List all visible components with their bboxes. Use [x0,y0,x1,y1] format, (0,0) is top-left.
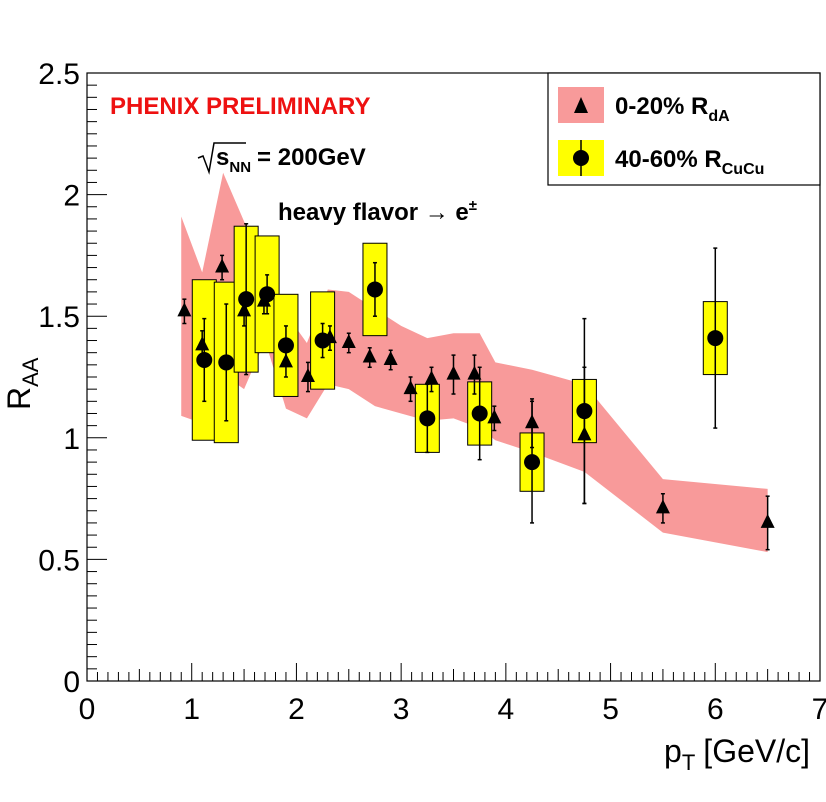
cucu-circle-point [366,281,383,298]
rda-triangle-point [487,409,502,424]
rda-triangle-point [467,365,482,380]
x-axis-label-unit: [GeV/c] [703,733,810,769]
cucu-circle-point [238,291,255,308]
rda-triangle-point [446,365,461,380]
rda-triangle-point [383,350,398,365]
rda-triangle-point [403,380,418,395]
legend-circle-marker [573,150,589,166]
legend-cucu-label: 40-60% R [615,146,722,173]
x-tick-label: 3 [393,693,410,726]
rda-triangle-point [215,258,230,273]
cucu-circle-point [314,332,331,349]
phenix-preliminary-label: PHENIX PRELIMINARY [110,93,370,120]
legend-triangle-marker [574,97,588,113]
process-main: heavy flavor → e [278,199,469,226]
x-axis-label: p [664,733,682,769]
axis-tick-labels: 0 1 2 3 4 5 6 7 0 0.5 1 1.5 2 2.5 [38,58,826,726]
cucu-circle-point [259,286,276,303]
x-axis-label-sub: T [682,750,695,775]
legend-entry-rda: 0-20% RdA [615,93,730,125]
cucu-circle-point [277,337,294,354]
rda-triangle-point [525,414,540,429]
legend-entry-cucu: 40-60% RCuCu [615,146,764,178]
cucu-circle-point [524,454,541,471]
legend-cucu-sub: CuCu [722,161,765,178]
x-tick-label: 6 [707,693,724,726]
x-tick-label: 5 [602,693,619,726]
y-tick-label: 2 [63,180,80,213]
cucu-circle-point [576,403,593,420]
rda-triangle-point [424,370,439,385]
cucu-circle-point [707,330,724,347]
legend-rda-label: 0-20% R [615,93,708,120]
rda-triangle-point [760,513,775,528]
marker-layer [177,258,775,528]
legend-rda-sub: dA [708,108,730,125]
x-axis-title: pT [GeV/c] [664,733,810,775]
x-tick-label: 0 [79,693,96,726]
rda-triangle-point [362,348,377,363]
rda-triangle-point [177,302,192,317]
rda-triangle-point [237,302,252,317]
rda-triangle-point [577,426,592,441]
cucu-circle-point [196,351,213,368]
process-sup: ± [469,197,477,214]
y-tick-label: 1 [63,423,80,456]
cucu-circle-point [471,405,488,422]
y-tick-label: 1.5 [38,301,80,334]
rda-triangle-point [341,333,356,348]
cucu-circle-point [218,354,235,371]
rda-triangle-point [278,353,293,368]
rda-triangle-point [655,499,670,514]
sqrt-s-value: = 200GeV [257,144,366,171]
rda-triangle-point [195,336,210,351]
rda-triangle-point [300,368,315,382]
sqrt-s-main: s [216,144,229,171]
legend: 0-20% RdA 40-60% RCuCu [547,72,821,186]
process-label: heavy flavor → e± [278,197,477,226]
x-tick-label: 7 [812,693,826,726]
axis-ticks [86,72,821,682]
sqrt-s-label: sNN = 200GeV [216,144,366,176]
x-tick-label: 4 [498,693,515,726]
sqrt-symbol [197,142,246,175]
x-tick-label: 1 [183,693,200,726]
y-axis-title: RAA [1,357,43,410]
y-tick-label: 0 [63,666,80,699]
y-tick-label: 2.5 [38,58,80,91]
cucu-circle-point [419,410,436,427]
y-axis-label-sub: AA [18,357,43,387]
x-tick-label: 2 [288,693,305,726]
y-axis-label: R [1,387,37,410]
y-tick-label: 0.5 [38,544,80,577]
sqrt-s-sub: NN [229,159,251,176]
